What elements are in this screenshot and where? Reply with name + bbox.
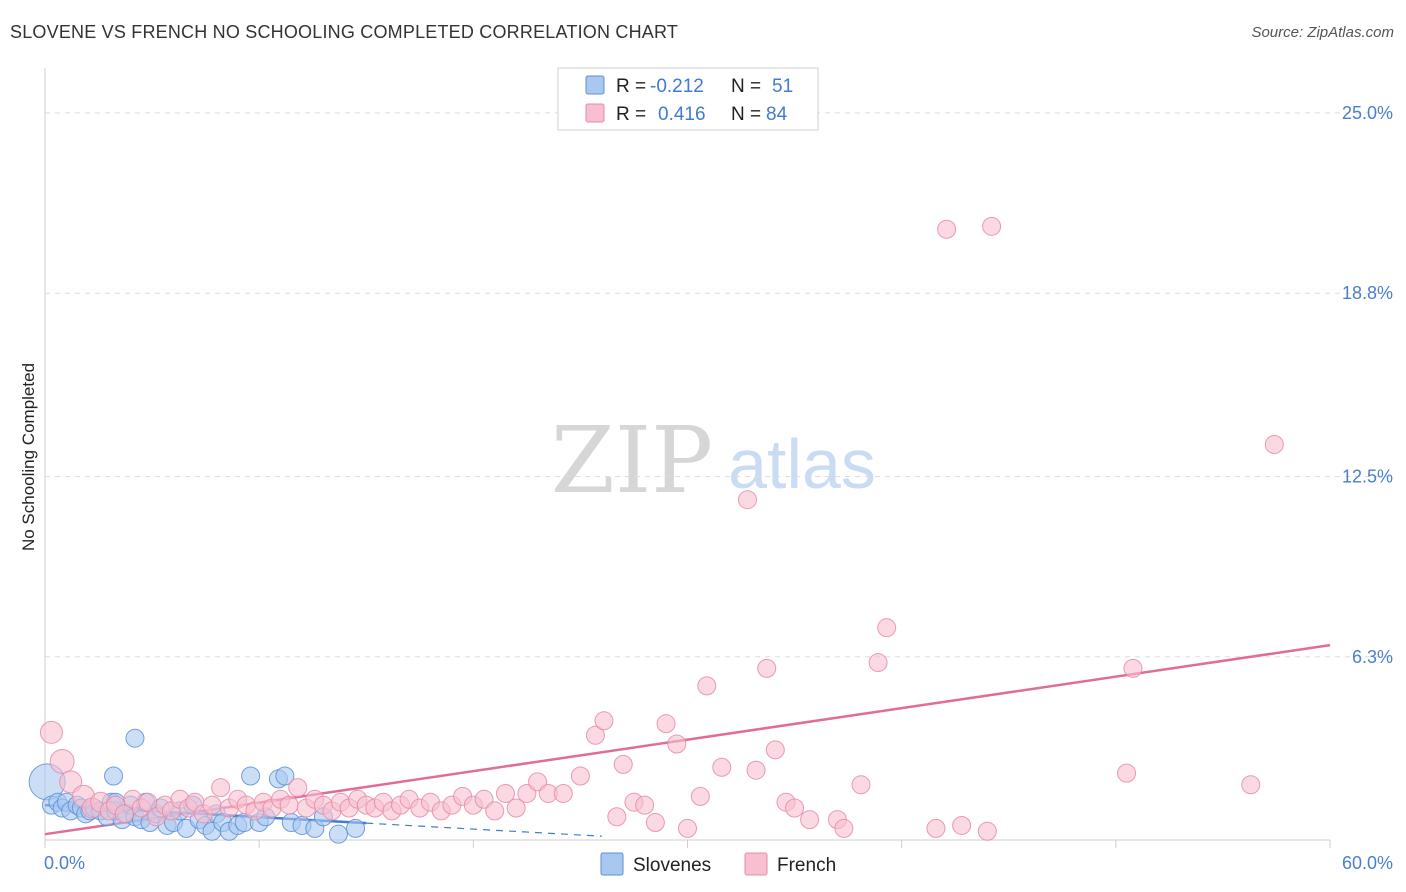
axes: 6.3% 12.5% 18.8% 25.0% xyxy=(44,68,1393,848)
point-french xyxy=(1123,658,1143,678)
point-french xyxy=(114,804,134,824)
legend-n-value-french: 84 xyxy=(766,104,788,125)
legend-n-value-slovenes: 51 xyxy=(772,76,793,97)
legend-r-label-slovenes: R = xyxy=(616,76,646,97)
point-french xyxy=(800,810,820,830)
point-slovenes xyxy=(346,818,366,838)
point-french xyxy=(288,778,308,798)
point-french xyxy=(712,757,732,777)
legend-swatch-french xyxy=(585,103,605,123)
point-french xyxy=(656,714,676,734)
point-french xyxy=(594,711,614,731)
legend-n-label-slovenes: N = xyxy=(731,76,761,97)
point-french xyxy=(977,821,997,841)
series-legend-label-slovenes: Slovenes xyxy=(633,855,711,876)
point-french xyxy=(495,783,515,803)
y-tick-label: 25.0% xyxy=(1342,103,1393,123)
x-tick-label-max: 60.0% xyxy=(1342,853,1393,873)
point-slovenes xyxy=(275,766,295,786)
point-french xyxy=(211,778,231,798)
point-french xyxy=(1117,763,1137,783)
series-legend-swatch-french xyxy=(744,852,768,876)
legend-swatch-slovenes xyxy=(585,75,605,95)
source-label: Source: ZipAtlas.com xyxy=(1251,24,1394,41)
point-french xyxy=(49,748,75,774)
gridlines xyxy=(45,112,1392,658)
point-french xyxy=(1241,775,1261,795)
point-french xyxy=(607,807,627,827)
point-french xyxy=(678,818,697,838)
legend-r-value-slovenes: -0.212 xyxy=(650,76,704,97)
point-french xyxy=(834,818,854,838)
point-french xyxy=(982,216,1002,236)
legend-r-label-french: R = xyxy=(616,104,646,125)
trend-line-slovenes-extrapolated xyxy=(366,822,602,837)
y-tick-label: 6.3% xyxy=(1352,647,1393,667)
point-french xyxy=(645,813,665,833)
point-french xyxy=(952,815,972,835)
y-tick-label: 18.8% xyxy=(1342,283,1393,303)
point-french xyxy=(757,658,777,678)
x-tick-label-min: 0.0% xyxy=(44,853,85,873)
point-slovenes xyxy=(125,728,145,748)
series-legend-label-french: French xyxy=(777,855,836,876)
point-french xyxy=(937,219,957,239)
point-french xyxy=(697,676,717,696)
point-french xyxy=(877,618,897,638)
series-legend: Slovenes French xyxy=(600,852,836,876)
point-slovenes xyxy=(328,824,348,844)
y-axis-title: No Schooling Completed xyxy=(19,363,38,551)
point-french xyxy=(737,490,757,510)
watermark-atlas: atlas xyxy=(728,425,876,503)
y-tick-label: 12.5% xyxy=(1342,466,1393,486)
series-legend-swatch-slovenes xyxy=(600,852,624,876)
point-french xyxy=(746,760,766,780)
watermark-zip: ZIP xyxy=(551,407,713,514)
stats-legend: R = -0.212 N = 51 R = 0.416 N = 84 xyxy=(557,67,819,131)
point-french xyxy=(506,798,526,818)
point-french xyxy=(690,786,710,806)
legend-n-label-french: N = xyxy=(731,104,761,125)
point-french xyxy=(635,795,655,815)
point-french xyxy=(59,770,83,794)
point-french xyxy=(868,653,888,673)
legend-r-value-french: 0.416 xyxy=(658,104,706,125)
point-french xyxy=(202,795,222,815)
point-french xyxy=(279,795,299,815)
data-points xyxy=(28,216,1284,844)
point-french xyxy=(926,818,946,838)
point-french xyxy=(485,801,505,821)
point-french xyxy=(553,783,573,803)
point-french xyxy=(765,740,785,760)
point-french xyxy=(570,766,590,786)
point-french xyxy=(613,754,633,774)
point-slovenes xyxy=(241,766,261,786)
point-french xyxy=(39,720,63,744)
point-french xyxy=(585,725,605,745)
point-french xyxy=(851,775,871,795)
point-slovenes xyxy=(104,766,124,786)
point-french xyxy=(667,734,687,754)
point-french xyxy=(785,798,805,818)
point-french xyxy=(1264,434,1284,454)
chart-title: SLOVENE VS FRENCH NO SCHOOLING COMPLETED… xyxy=(10,22,679,42)
